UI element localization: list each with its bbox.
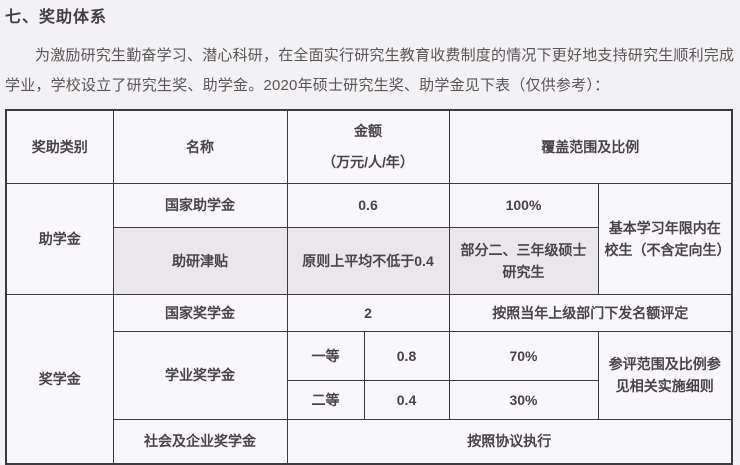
header-coverage: 覆盖范围及比例	[448, 109, 733, 184]
table-row-academic-tier2: 二等 0.4 30%	[6, 379, 732, 420]
cell-scholarship-category: 奖学金	[5, 293, 114, 465]
table-header-row: 奖助类别 名称 金额 （万元/人/年） 覆盖范围及比例	[5, 109, 733, 184]
cell-national-scholarship-amount: 2	[286, 293, 450, 332]
table-row-national-grant: 助学金 国家助学金 0.6 100% 基本学习年限内在校生（不含定向生）	[5, 182, 733, 295]
cell-tier1-amount: 0.8	[363, 330, 450, 381]
header-amount-line2: （万元/人/年）	[322, 154, 414, 171]
cell-aid-category: 助学金	[5, 182, 114, 295]
cell-national-scholarship-name: 国家奖学金	[112, 293, 288, 332]
table-row-research-stipend: 助研津贴 原则上平均不低于0.4 部分二、三年级硕士研究生	[6, 226, 732, 295]
cell-national-grant-amount: 0.6	[286, 182, 450, 228]
cell-tier2-coverage: 30%	[448, 379, 599, 420]
table-row-academic-tier1: 学业奖学金 一等 0.8 70% 参评范围及比例参见相关实施细则	[6, 330, 733, 420]
cell-academic-note: 参评范围及比例参见相关实施细则	[597, 330, 733, 420]
cell-tier1-label: 一等	[286, 330, 365, 381]
cell-national-scholarship-coverage: 按照当年上级部门下发名额评定	[448, 293, 733, 332]
table-row-corporate-scholarship: 社会及企业奖学金 按照协议执行	[6, 418, 733, 465]
cell-corporate-scholarship-value: 按照协议执行	[286, 418, 733, 465]
cell-national-grant-name: 国家助学金	[112, 182, 288, 228]
cell-tier2-amount: 0.4	[363, 379, 450, 420]
header-amount-line1: 金额	[354, 123, 382, 140]
cell-aid-note: 基本学习年限内在校生（不含定向生）	[597, 182, 733, 295]
intro-paragraph: 为激励研究生勤奋学习、潜心科研，在全面实行研究生教育收费制度的情况下更好地支持研…	[5, 47, 735, 94]
cell-tier1-coverage: 70%	[448, 330, 599, 381]
cell-corporate-scholarship-name: 社会及企业奖学金	[112, 418, 288, 465]
header-name: 名称	[112, 109, 288, 184]
cell-research-stipend-amount: 原则上平均不低于0.4	[286, 226, 450, 295]
cell-national-grant-coverage: 100%	[448, 182, 599, 228]
scholarship-table: 奖助类别 名称 金额 （万元/人/年） 覆盖范围及比例 助学金 国家助学金 0.…	[5, 109, 733, 465]
header-amount: 金额 （万元/人/年）	[286, 109, 450, 184]
cell-tier2-label: 二等	[286, 379, 365, 420]
cell-research-stipend-coverage: 部分二、三年级硕士研究生	[448, 226, 599, 295]
section-title: 七、奖助体系	[5, 9, 108, 26]
cell-research-stipend-name: 助研津贴	[112, 226, 288, 295]
table-row-national-scholarship: 奖学金 国家奖学金 2 按照当年上级部门下发名额评定	[5, 293, 733, 465]
header-category: 奖助类别	[5, 109, 114, 184]
cell-academic-scholarship-name: 学业奖学金	[112, 330, 288, 420]
